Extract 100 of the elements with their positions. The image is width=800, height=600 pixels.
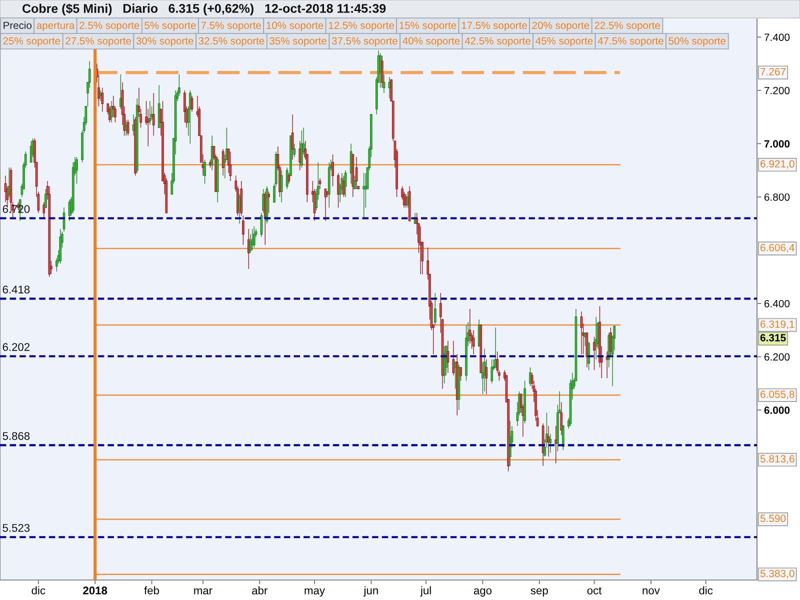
x-tick-label: jun: [364, 586, 378, 597]
annotation: 5% soporte: [144, 22, 196, 32]
y-tick-label: 7.400: [764, 34, 790, 41]
annotation: 6.319,1: [760, 320, 794, 330]
candlestick: [352, 154, 354, 198]
ref-line-label: 6.418: [2, 286, 30, 294]
candlestick: [388, 76, 391, 99]
candlestick: [209, 159, 212, 168]
candlestick: [291, 114, 294, 160]
candlestick: [248, 228, 250, 270]
candlestick: [222, 148, 224, 176]
candlestick: [8, 167, 10, 198]
annotation: 17.5% soporte: [462, 22, 527, 32]
candlestick: [483, 348, 486, 392]
annotation: 12.5% soporte: [328, 22, 394, 32]
candlestick: [260, 212, 263, 238]
x-tick-label: dic: [32, 586, 46, 594]
candlestick: [188, 90, 192, 144]
y-tick-label: 7.200: [764, 86, 790, 94]
x-tick-label: mar: [194, 588, 212, 594]
y-tick-label: 7.000: [764, 140, 790, 148]
candlestick: [458, 364, 460, 410]
candlestick: [594, 316, 598, 360]
annotation: 32.5% soporte: [198, 37, 264, 47]
annotation: 5.813,6: [760, 455, 794, 464]
candlestick: [490, 359, 494, 384]
annotation: 2.5% soporte: [80, 22, 140, 32]
annotation: 30% soporte: [136, 37, 194, 47]
candlestick: [300, 130, 303, 168]
candlestick: [204, 159, 206, 184]
x-tick-label: 2018: [83, 586, 108, 594]
text: 6.315: [760, 334, 786, 342]
candlestick: [190, 95, 194, 112]
candlestick: [593, 336, 596, 370]
annotation: 50% soporte: [668, 37, 726, 47]
candlestick: [328, 162, 330, 208]
candlestick: [252, 226, 256, 248]
candlestick: [443, 346, 446, 384]
candlestick: [44, 188, 47, 208]
x-tick-label: may: [304, 588, 325, 597]
annotation: 20% soporte: [532, 22, 590, 32]
annotation: 7.5% soporte: [201, 22, 261, 32]
candlestick: [280, 170, 283, 203]
annotation: 5.590: [760, 514, 786, 522]
candlestick: [124, 119, 128, 136]
candlestick: [485, 359, 488, 394]
x-tick-label: feb: [144, 586, 160, 594]
x-tick-label: dic: [699, 586, 713, 594]
candlestick: [324, 188, 327, 222]
annotation: 45% soporte: [536, 37, 593, 47]
text: 6.315 (+0,62%): [168, 4, 254, 16]
candlestick: [210, 135, 214, 171]
candlestick: [419, 226, 422, 275]
x-tick-label: nov: [642, 588, 660, 594]
x-tick-label: jul: [420, 586, 431, 597]
annotation: 10% soporte: [266, 22, 324, 32]
annotation: apertura: [36, 22, 75, 32]
candlestick: [30, 140, 32, 163]
candlestick: [242, 215, 244, 246]
annotation: 35% soporte: [270, 37, 326, 47]
ref-line-label: 6.202: [2, 343, 30, 351]
candlestick: [337, 172, 340, 208]
candlestick: [406, 191, 409, 208]
candlestick: [362, 172, 366, 219]
annotation: Precio: [4, 21, 32, 30]
candlestick: [610, 327, 612, 358]
x-tick-label: abr: [252, 586, 268, 594]
annotation: 40% soporte: [402, 37, 460, 47]
candlestick: [524, 380, 526, 424]
text: 12-oct-2018 11:45:39: [265, 4, 386, 13]
candlestick: [542, 423, 544, 466]
candlestick: [152, 92, 155, 136]
annotation: 6.055,8: [760, 390, 794, 400]
y-tick-label: 6.000: [764, 406, 790, 414]
candlestick: [298, 140, 302, 171]
candlestick: [529, 367, 532, 386]
chart-title: Cobre ($5 Mini): [22, 4, 112, 16]
candlestick: [580, 311, 583, 354]
candlestick: [120, 74, 122, 110]
candlestick: [472, 330, 475, 354]
annotation: 47.5% soporte: [598, 37, 664, 47]
candlestick: [99, 90, 102, 102]
x-tick-label: sep: [530, 588, 548, 597]
candlestick: [240, 180, 243, 216]
annotation: 6.921,0: [760, 160, 794, 169]
annotation: 25% soporte: [3, 37, 60, 47]
candlestick: [110, 100, 113, 123]
annotation: 27.5% soporte: [66, 37, 131, 47]
candlestick: [606, 351, 608, 378]
y-tick-label: 6.800: [764, 193, 790, 201]
chart-subtitle: Diario: [123, 4, 158, 13]
candlestick: [465, 324, 468, 382]
annotation: 42.5% soporte: [464, 37, 530, 47]
candlestick: [379, 52, 382, 88]
candlestick: [560, 402, 563, 436]
candlestick: [132, 114, 135, 136]
candlestick: [408, 186, 411, 222]
candlestick: [264, 191, 266, 246]
candlestick: [584, 332, 586, 346]
annotation: 22.5% soporte: [594, 22, 660, 32]
